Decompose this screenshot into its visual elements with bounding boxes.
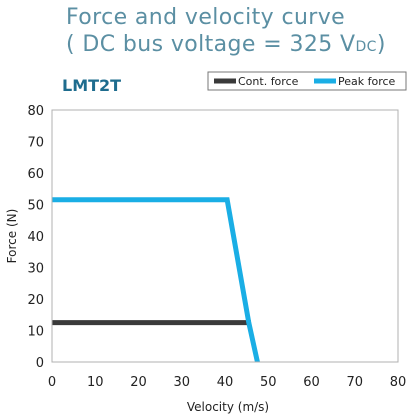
title-line-2-suffix: ) bbox=[376, 32, 386, 57]
x-tick-label: 10 bbox=[87, 375, 104, 390]
chart-title: Force and velocity curve ( DC bus voltag… bbox=[66, 4, 386, 61]
model-label: LMT2T bbox=[62, 76, 122, 95]
legend-label: Peak force bbox=[338, 75, 396, 88]
title-line-1: Force and velocity curve bbox=[66, 5, 346, 30]
y-tick-label: 70 bbox=[27, 136, 44, 151]
series-line-peak-force bbox=[52, 197, 260, 363]
y-tick-label: 20 bbox=[27, 293, 44, 308]
y-tick-label: 60 bbox=[27, 167, 44, 182]
title-line-2-prefix: ( DC bus voltage = 325 V bbox=[66, 32, 356, 57]
x-tick-label: 40 bbox=[217, 375, 234, 390]
y-tick-label: 50 bbox=[27, 199, 44, 214]
y-tick-label: 10 bbox=[27, 325, 44, 340]
y-tick-label: 0 bbox=[36, 356, 44, 371]
legend-box bbox=[207, 71, 407, 91]
title-line-2: ( DC bus voltage = 325 VDC) bbox=[66, 31, 386, 61]
legend: Cont. force Peak force bbox=[207, 71, 407, 91]
title-subscript: DC bbox=[355, 39, 377, 55]
x-tick-label: 70 bbox=[346, 375, 363, 390]
series-group bbox=[52, 197, 260, 363]
axis-ticks: 0 10 20 30 40 50 60 70 80 0 10 20 30 40 50 60 70 80 bbox=[27, 104, 406, 390]
y-tick-label: 40 bbox=[27, 230, 44, 245]
y-axis-label: Force (N) bbox=[5, 209, 19, 264]
plot-frame bbox=[51, 109, 399, 363]
x-tick-label: 50 bbox=[260, 375, 277, 390]
x-axis-label: Velocity (m/s) bbox=[187, 400, 269, 414]
legend-label: Cont. force bbox=[238, 75, 299, 88]
x-tick-label: 80 bbox=[390, 375, 407, 390]
y-tick-label: 30 bbox=[27, 262, 44, 277]
x-tick-label: 60 bbox=[303, 375, 320, 390]
x-tick-label: 0 bbox=[48, 375, 56, 390]
y-tick-label: 80 bbox=[27, 104, 44, 119]
x-tick-label: 20 bbox=[130, 375, 147, 390]
x-tick-label: 30 bbox=[173, 375, 190, 390]
